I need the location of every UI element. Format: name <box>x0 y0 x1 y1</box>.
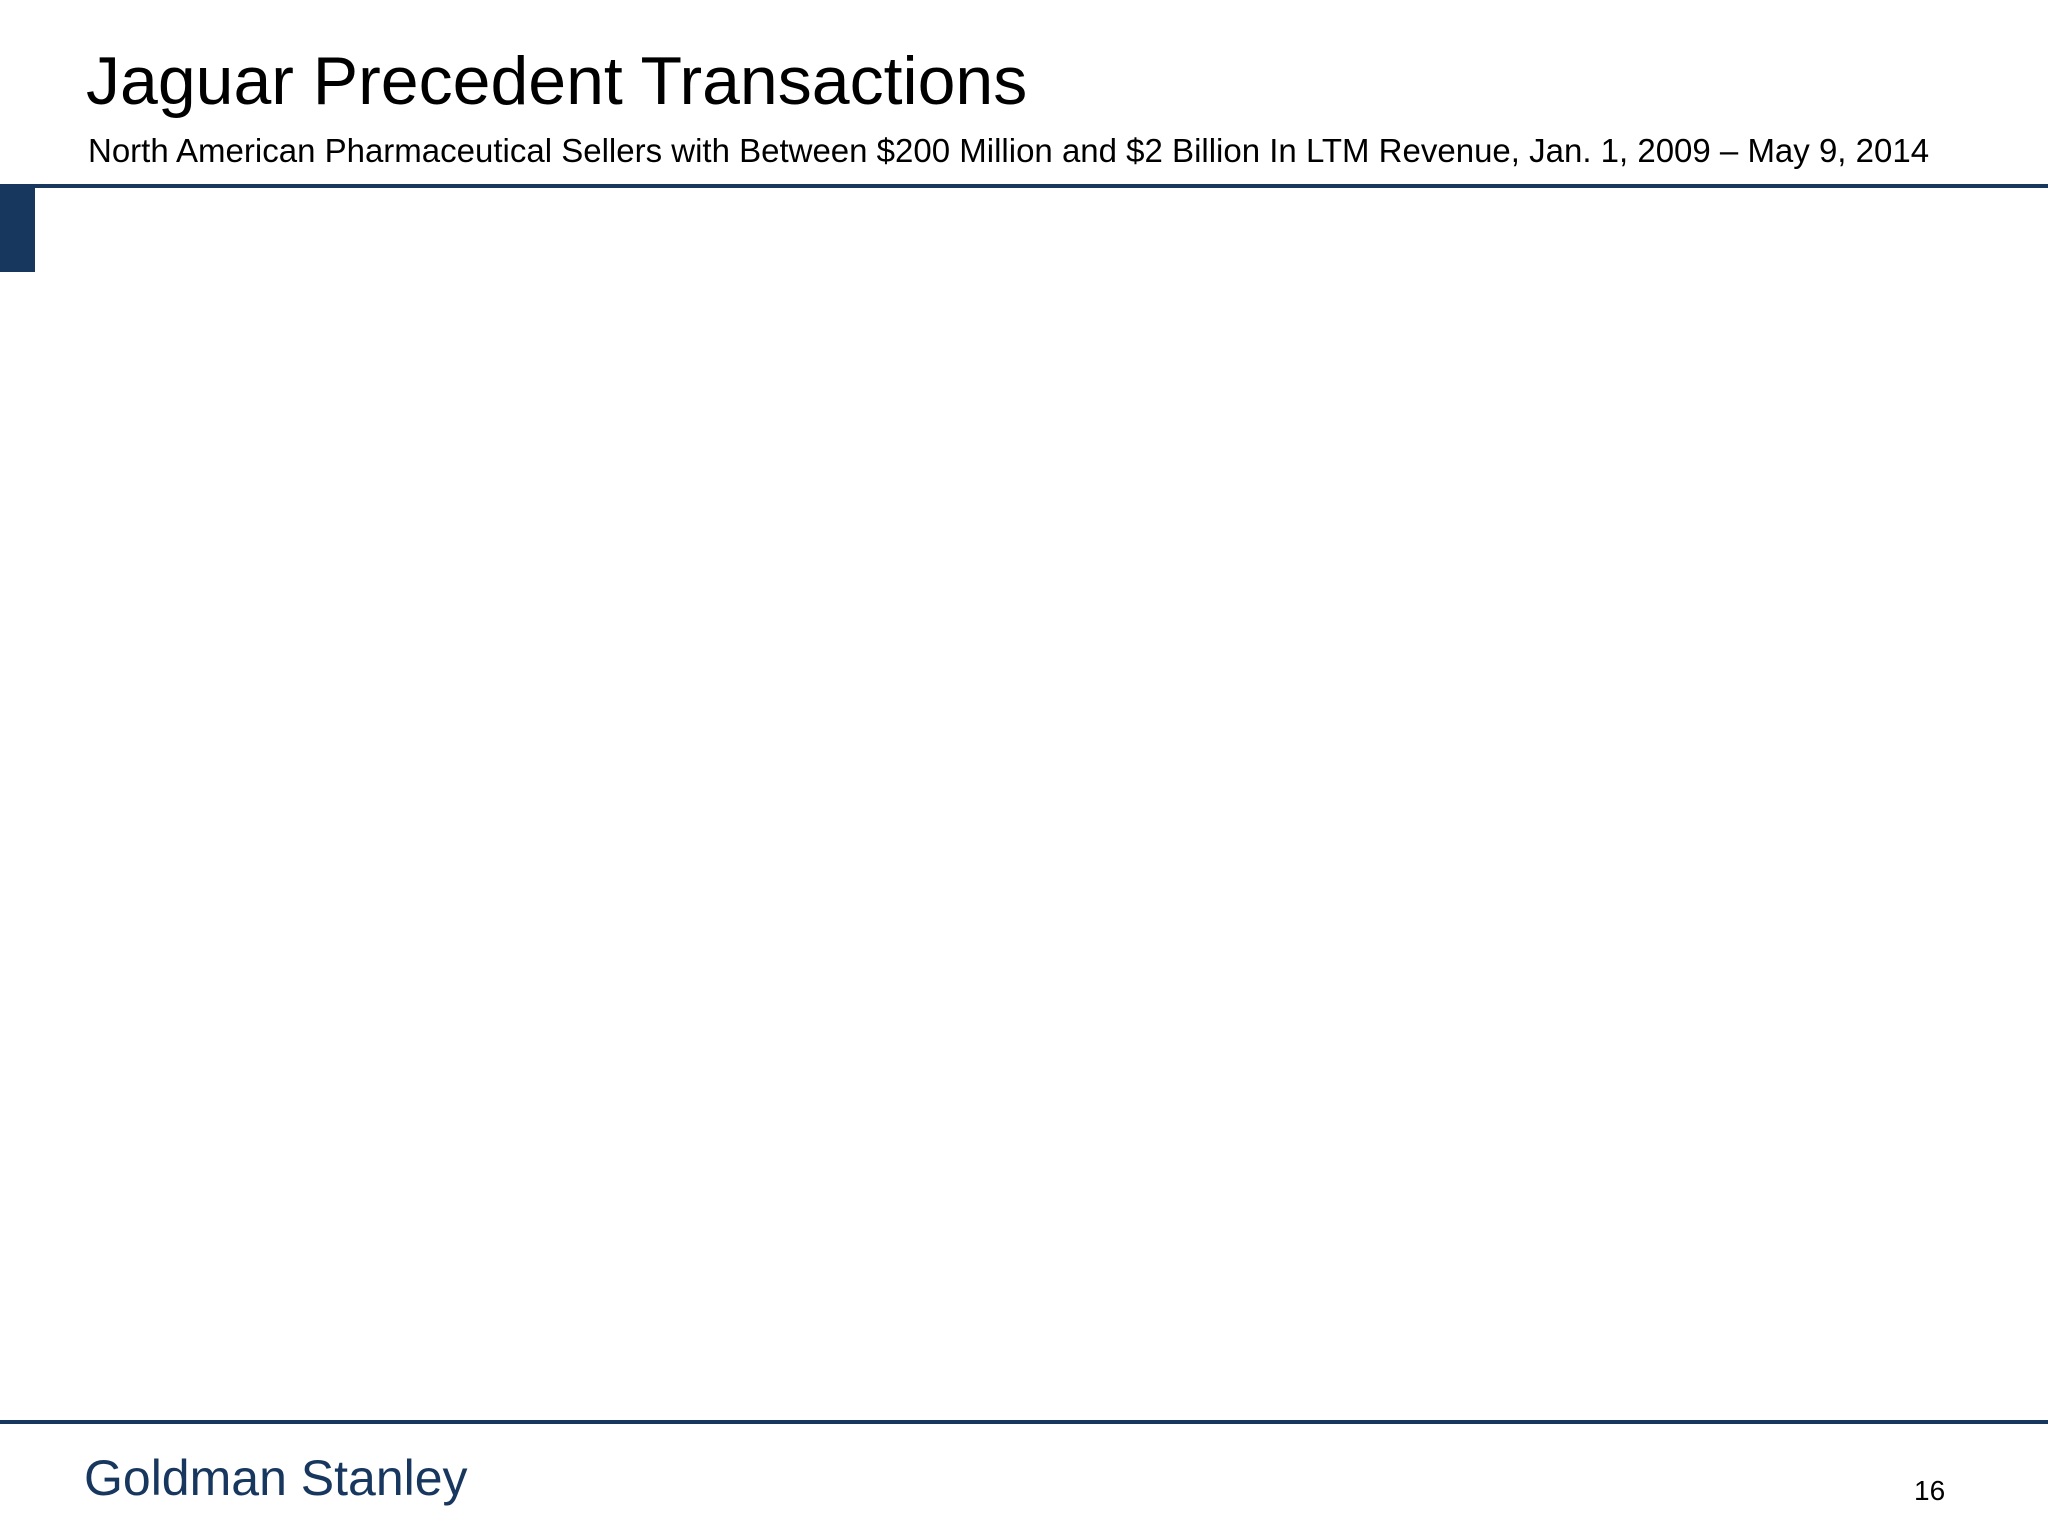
header-accent-block <box>0 186 35 272</box>
footer-divider <box>0 1420 2048 1424</box>
slide-subtitle: North American Pharmaceutical Sellers wi… <box>88 132 1930 169</box>
slide-content-area <box>35 188 2048 1418</box>
header-divider <box>0 184 2048 188</box>
slide-title: Jaguar Precedent Transactions <box>86 43 1028 119</box>
footer-brand: Goldman Stanley <box>84 1450 468 1506</box>
page-number: 16 <box>1914 1475 1946 1506</box>
